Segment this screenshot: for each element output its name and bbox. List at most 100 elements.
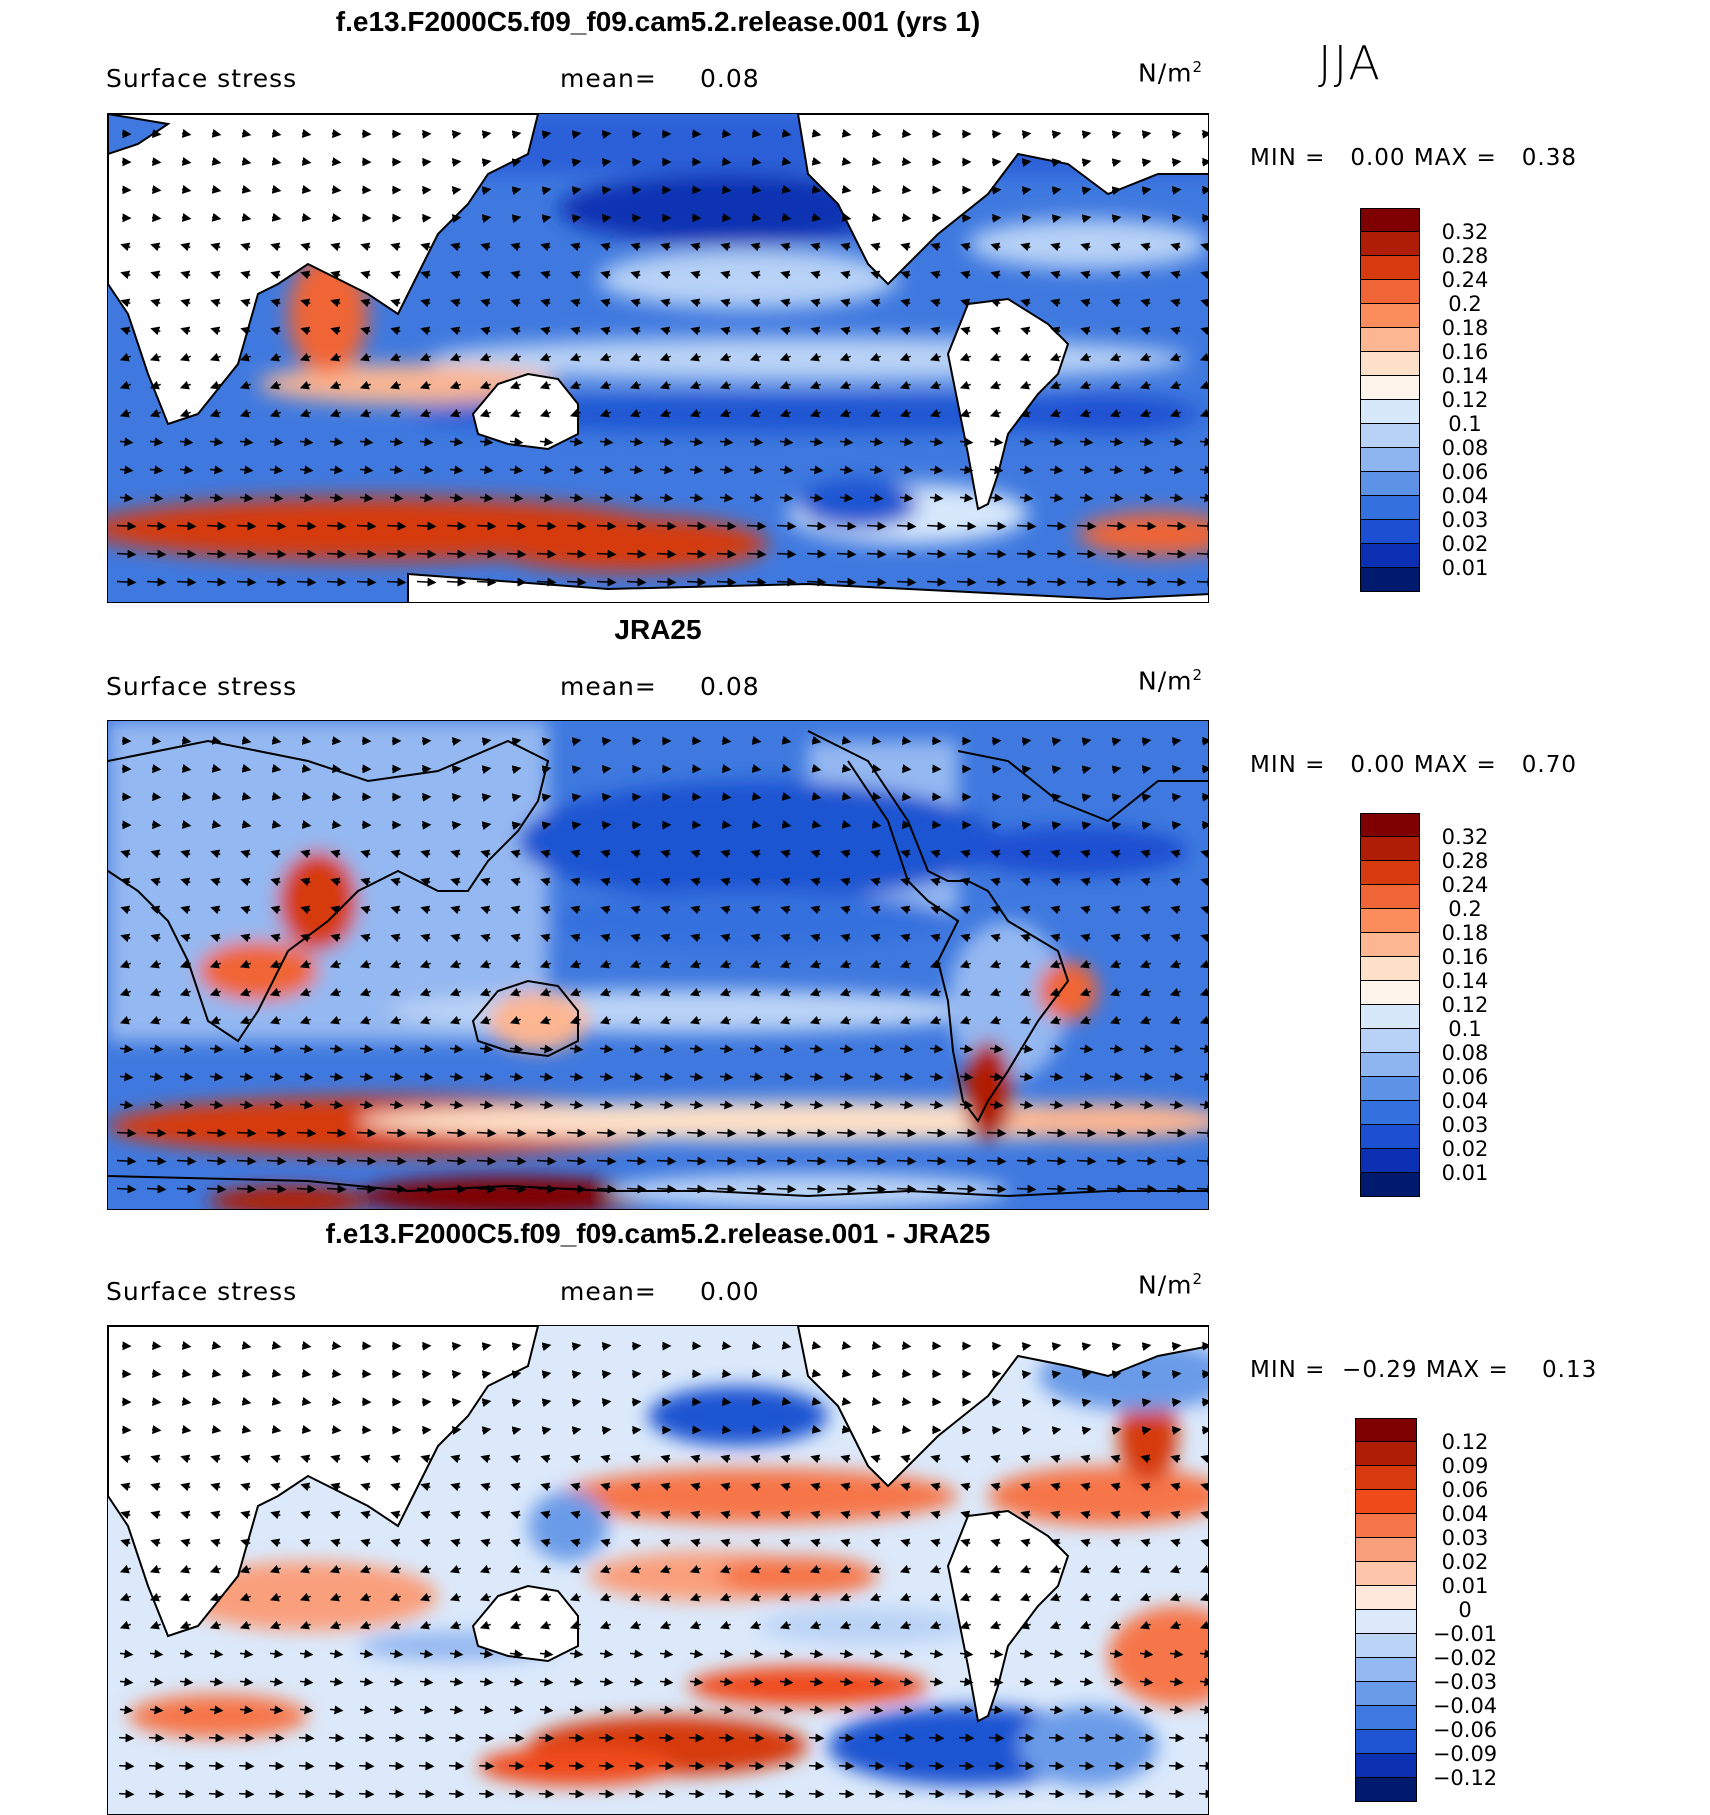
stress-vector	[780, 326, 791, 336]
stress-vector	[146, 1156, 167, 1166]
stress-vector	[896, 1184, 917, 1194]
stress-vector	[1106, 1128, 1127, 1138]
stress-vector	[720, 298, 731, 308]
stress-vector	[266, 577, 287, 587]
stress-vector	[1049, 380, 1061, 390]
stress-vector	[989, 437, 1004, 447]
colorbar-tick-label: 0.14	[1441, 364, 1489, 388]
stress-vector	[270, 933, 281, 943]
stress-vector	[390, 298, 401, 308]
stress-vector	[1169, 493, 1184, 503]
stress-vector	[869, 493, 884, 503]
colorbar-tick-label: 0.03	[1441, 1526, 1489, 1550]
stress-vector	[328, 1761, 345, 1771]
panel-1-units: N/m2	[1138, 58, 1204, 88]
stress-vector	[450, 877, 461, 887]
stress-vector	[269, 493, 284, 503]
colorbar-tick-label: 0.24	[1441, 268, 1489, 292]
stress-vector	[118, 1761, 135, 1771]
stress-vector	[866, 549, 887, 559]
stress-vector	[390, 326, 401, 336]
stress-vector	[150, 270, 161, 280]
stress-vector	[331, 736, 342, 746]
stress-vector	[356, 1184, 377, 1194]
stress-vector	[626, 1184, 647, 1194]
stress-vector	[1078, 1733, 1095, 1743]
stress-vector	[539, 380, 551, 390]
stress-vector	[898, 1789, 915, 1799]
stress-vector	[386, 1156, 407, 1166]
stress-vector	[300, 298, 311, 308]
stress-vector	[120, 298, 131, 308]
stress-vector	[779, 493, 794, 503]
stress-vector	[296, 1156, 317, 1166]
stress-vector	[1198, 1733, 1208, 1743]
stress-vector	[839, 352, 851, 362]
stress-vector	[356, 577, 377, 587]
stress-vector	[600, 877, 611, 887]
stress-vector	[596, 1128, 617, 1138]
stress-vector	[660, 270, 671, 280]
panel-2-minmax: MIN = 0.00 MAX = 0.70	[1250, 752, 1577, 778]
stress-vector	[869, 380, 881, 390]
stress-vector	[539, 493, 554, 503]
stress-vector	[451, 1426, 462, 1435]
panel-2-colorbar-frame	[1360, 813, 1420, 1197]
stress-vector	[326, 549, 347, 559]
stress-vector	[626, 577, 647, 587]
stress-vector	[389, 465, 404, 475]
stress-vector	[1141, 214, 1152, 224]
stress-vector	[781, 819, 792, 829]
stress-vector	[449, 493, 464, 503]
stress-vector	[930, 326, 941, 336]
stress-vector	[631, 736, 642, 746]
stress-vector	[1201, 792, 1208, 802]
colorbar-tick-label: 0.04	[1441, 1502, 1489, 1526]
stress-vector	[421, 736, 432, 746]
stress-vector	[1081, 821, 1092, 831]
stress-vector	[330, 849, 341, 859]
stress-vector	[540, 933, 551, 943]
stress-vector	[1170, 849, 1181, 859]
stress-vector	[749, 493, 764, 503]
stress-vector	[359, 380, 371, 390]
stress-vector	[689, 437, 704, 447]
panel-3-title: f.e13.F2000C5.f09_f09.cam5.2.release.001…	[325, 1218, 991, 1249]
stress-vector	[179, 380, 191, 390]
stress-vector	[1141, 765, 1152, 775]
stress-vector	[480, 298, 491, 308]
stress-vector	[809, 408, 821, 418]
stress-vector	[1049, 352, 1061, 362]
stress-vector	[570, 270, 581, 280]
stress-vector	[236, 1156, 257, 1166]
stress-vector	[689, 352, 701, 362]
stress-vector	[1079, 408, 1091, 418]
stress-vector	[960, 242, 971, 252]
stress-vector	[600, 849, 611, 859]
stress-vector	[721, 792, 732, 802]
stress-vector	[239, 465, 254, 475]
stress-vector	[356, 549, 377, 559]
stress-vector	[839, 408, 851, 418]
stress-vector	[686, 577, 707, 587]
stress-vector	[780, 905, 791, 915]
stress-vector	[1106, 1156, 1127, 1166]
stress-vector	[446, 1156, 467, 1166]
stress-vector	[1140, 905, 1151, 915]
stress-vector	[1196, 1128, 1208, 1138]
colorbar-tick-label: 0.28	[1441, 244, 1489, 268]
stress-vector	[1051, 130, 1062, 140]
stress-vector	[596, 577, 617, 587]
colorbar-swatch	[1360, 328, 1420, 352]
stress-vector	[271, 128, 282, 138]
stress-vector	[270, 242, 281, 252]
stress-vector	[811, 184, 822, 194]
stress-vector	[476, 549, 497, 559]
stress-vector	[928, 1789, 945, 1799]
stress-vector	[180, 270, 191, 280]
stress-vector	[331, 129, 342, 139]
stress-vector	[541, 186, 552, 196]
stress-vector	[210, 242, 221, 252]
stress-vector	[1110, 849, 1121, 859]
stress-vector	[326, 1156, 347, 1166]
